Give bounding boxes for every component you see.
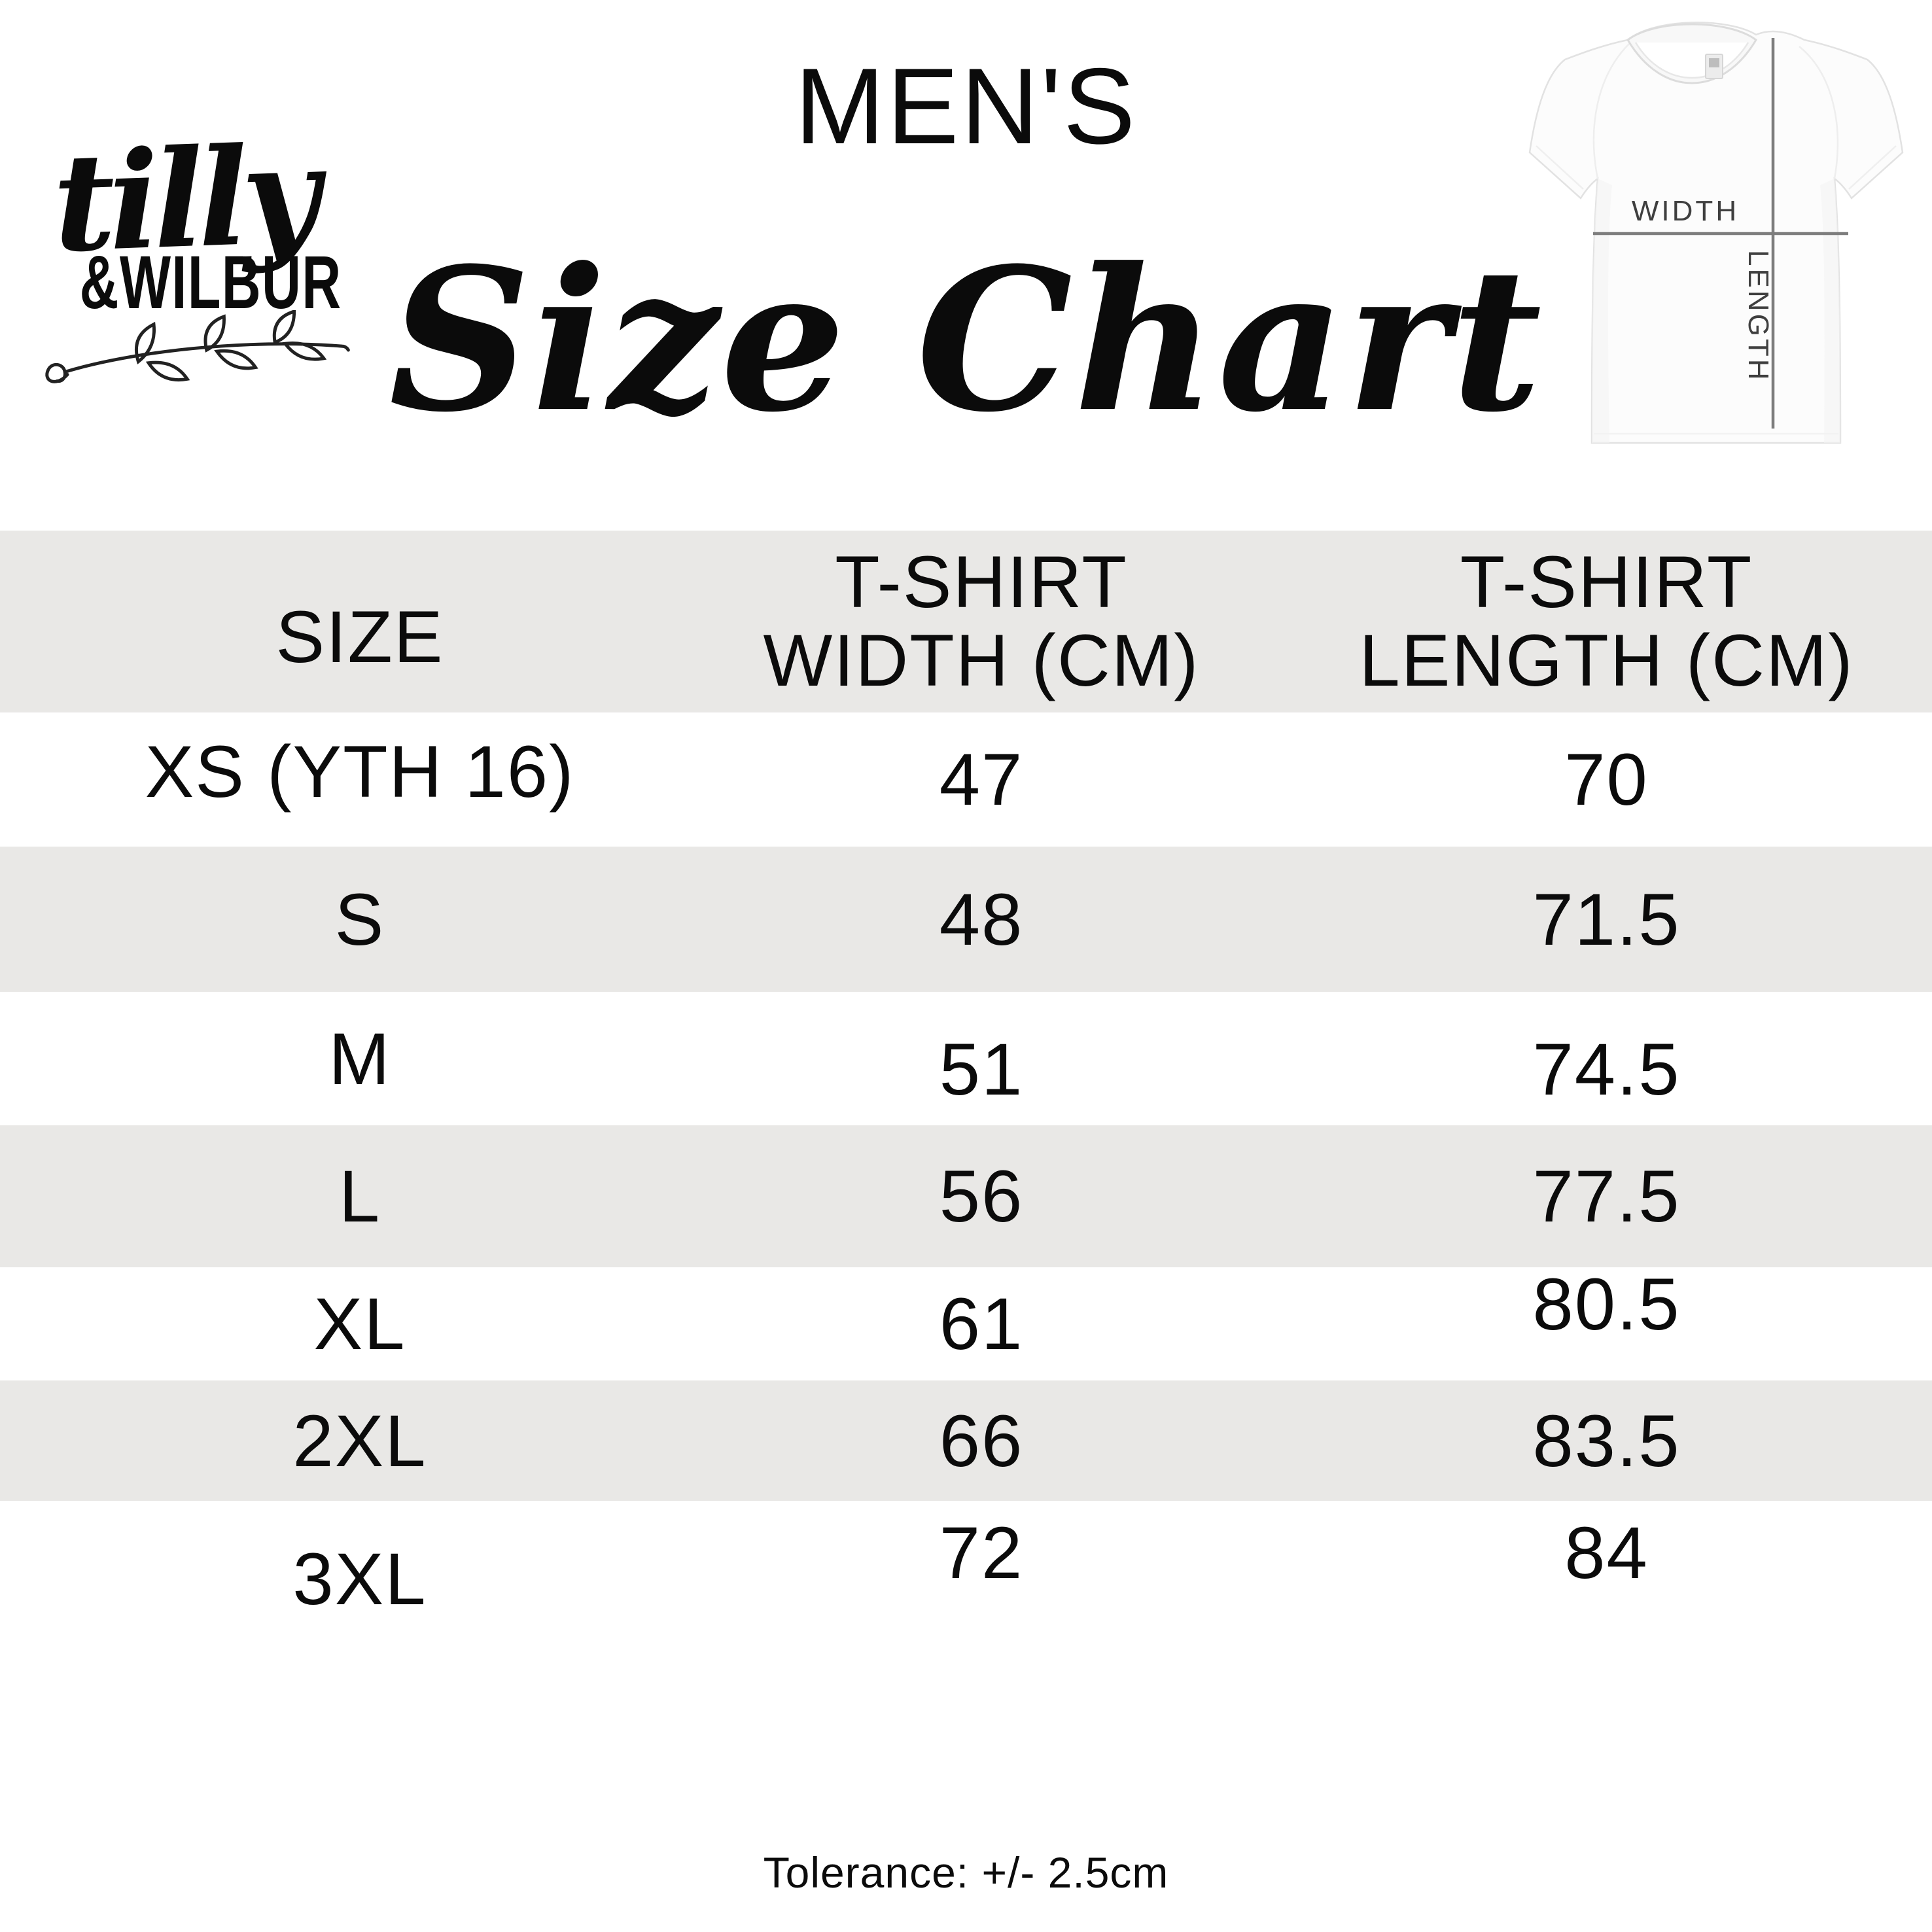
cell-length_cm: 84 [1564,1512,1649,1594]
column-header-width: T-SHIRT WIDTH (CM) [763,541,1200,701]
cell-length_cm: 80.5 [1532,1263,1681,1345]
cell-width_cm: 51 [939,1028,1024,1110]
cell-width_cm: 48 [939,878,1024,960]
table-row: XL 61 80.5 [0,1263,1932,1380]
cell-length_cm: 70 [1564,739,1649,820]
page-title: Size Chart [389,224,1543,455]
branch-icon [45,310,350,383]
cell-length_cm: 71.5 [1532,878,1681,960]
table-row: 2XL 66 83.5 [0,1380,1932,1501]
cell-width_cm: 72 [939,1512,1024,1594]
tshirt-image [1528,22,1904,444]
tshirt-diagram [1524,22,1904,453]
length-axis-label: LENGTH [1742,250,1774,383]
cell-size: XL [313,1283,406,1365]
column-header-length: T-SHIRT LENGTH (CM) [1359,541,1854,701]
cell-size: M [328,1017,391,1100]
tolerance-note: Tolerance: +/- 2.5cm [763,1848,1169,1897]
width-axis-label: WIDTH [1631,195,1740,227]
category-title: MEN'S [794,46,1138,166]
cell-size: XS (YTH 16) [145,731,575,813]
size-table-body: XS (YTH 16) 47 70 S 48 71.5 M 51 74.5 L 56 77.5 XL 61… [0,712,1932,1639]
cell-width_cm: 61 [939,1283,1024,1365]
cell-width_cm: 56 [939,1155,1024,1237]
cell-width_cm: 47 [939,739,1024,820]
table-row: XS (YTH 16) 47 70 [0,712,1932,847]
size-table: SIZE T-SHIRT WIDTH (CM) T-SHIRT LENGTH (… [0,531,1932,1639]
table-row: M 51 74.5 [0,992,1932,1125]
column-header-size: SIZE [275,596,444,678]
cell-length_cm: 74.5 [1532,1028,1681,1110]
cell-length_cm: 83.5 [1532,1399,1681,1482]
table-row: L 56 77.5 [0,1125,1932,1267]
cell-size: L [338,1155,381,1237]
table-row: 3XL 72 84 [0,1501,1932,1639]
table-row: S 48 71.5 [0,847,1932,992]
cell-length_cm: 77.5 [1532,1155,1681,1237]
cell-size: S [334,878,385,960]
cell-size: 3XL [292,1538,427,1620]
table-header-row: SIZE T-SHIRT WIDTH (CM) T-SHIRT LENGTH (… [0,531,1932,712]
cell-width_cm: 66 [939,1399,1024,1482]
cell-size: 2XL [292,1399,427,1482]
